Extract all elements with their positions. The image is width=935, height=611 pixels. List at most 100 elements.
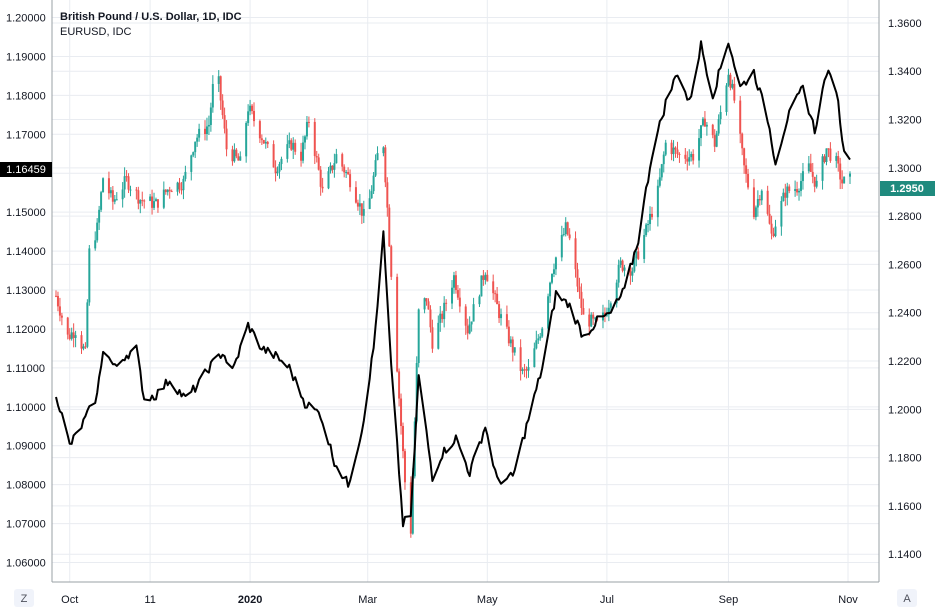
candle-up bbox=[727, 74, 730, 86]
candle-down bbox=[519, 347, 522, 371]
candle-down bbox=[458, 297, 461, 307]
candle-down bbox=[398, 371, 401, 399]
candle-down bbox=[576, 269, 579, 287]
candle-up bbox=[468, 324, 471, 334]
candle-down bbox=[403, 451, 406, 483]
right-tick-label: 1.1400 bbox=[888, 549, 922, 561]
time-scale[interactable]: Oct 11 2020 Mar May Jul Sep Nov bbox=[61, 594, 858, 606]
candle-down bbox=[758, 199, 761, 201]
candle-down bbox=[741, 133, 744, 149]
candle-up bbox=[153, 201, 156, 208]
left-price-scale[interactable]: 1.200001.190001.180001.170001.160001.150… bbox=[6, 13, 46, 570]
candle-up bbox=[535, 340, 538, 349]
candle-up bbox=[605, 314, 608, 316]
candle-down bbox=[360, 203, 363, 216]
eurusd-last-value: 1.16459 bbox=[6, 164, 46, 176]
candle-up bbox=[615, 282, 618, 304]
candle-up bbox=[372, 175, 375, 192]
gbpusd-last-value: 1.2950 bbox=[890, 183, 924, 195]
candle-up bbox=[590, 314, 593, 327]
candle-up bbox=[560, 235, 563, 258]
candle-up bbox=[196, 137, 199, 142]
candle-up bbox=[207, 124, 210, 127]
auto-scale-button-background[interactable] bbox=[897, 589, 917, 607]
left-tick-label: 1.15000 bbox=[6, 207, 46, 219]
candle-down bbox=[300, 151, 303, 161]
eurusd-tag-background bbox=[0, 162, 52, 177]
candle-up bbox=[672, 147, 675, 155]
candle-up bbox=[217, 76, 220, 84]
candle-down bbox=[60, 315, 63, 318]
candle-down bbox=[127, 176, 130, 190]
candle-up bbox=[192, 152, 195, 156]
candle-down bbox=[670, 142, 673, 155]
candle-down bbox=[203, 128, 206, 135]
candle-down bbox=[686, 158, 689, 162]
chart-title: British Pound / U.S. Dollar, 1D, IDC bbox=[60, 11, 242, 23]
candle-up bbox=[647, 224, 650, 226]
candle-down bbox=[752, 187, 755, 218]
right-price-scale[interactable]: 1.3600 1.3400 1.3200 1.3000 1.2800 1.2600 1.24… bbox=[888, 18, 922, 561]
candle-down bbox=[486, 274, 489, 282]
candle-down bbox=[770, 223, 773, 234]
candle-down bbox=[400, 398, 403, 427]
candle-up bbox=[521, 369, 524, 371]
candle-down bbox=[384, 147, 387, 183]
zoom-button-label[interactable]: Z bbox=[21, 593, 28, 605]
candle-up bbox=[278, 164, 281, 172]
candle-down bbox=[356, 202, 359, 207]
candle-down bbox=[492, 281, 495, 294]
right-tick-label: 1.3000 bbox=[888, 163, 922, 175]
candle-up bbox=[623, 267, 626, 271]
candle-down bbox=[827, 148, 830, 150]
auto-scale-button-label[interactable]: A bbox=[903, 593, 911, 605]
candle-down bbox=[347, 172, 350, 175]
axes bbox=[51, 0, 880, 583]
candle-down bbox=[231, 149, 234, 162]
candle-up bbox=[619, 260, 622, 265]
candle-down bbox=[511, 339, 514, 353]
candle-up bbox=[123, 176, 126, 190]
zoom-button-background[interactable] bbox=[14, 589, 34, 607]
candle-up bbox=[551, 273, 554, 283]
candle-up bbox=[154, 199, 157, 202]
candle-up bbox=[484, 274, 487, 280]
candle-up bbox=[190, 155, 193, 172]
candle-up bbox=[437, 322, 440, 349]
candle-up bbox=[376, 153, 379, 161]
candle-down bbox=[58, 306, 61, 316]
candle-up bbox=[194, 141, 197, 153]
right-tick-label: 1.1800 bbox=[888, 453, 922, 465]
candle-up bbox=[176, 182, 179, 192]
candle-up bbox=[552, 269, 555, 274]
candle-down bbox=[813, 176, 816, 187]
candle-up bbox=[547, 296, 550, 329]
left-tick-label: 1.14000 bbox=[6, 246, 46, 258]
time-tick-label: 2020 bbox=[238, 594, 262, 606]
candle-up bbox=[562, 234, 565, 236]
scale-mode-button-left[interactable]: Z bbox=[14, 589, 34, 607]
overlay-symbol-label: EURUSD, IDC bbox=[60, 26, 132, 38]
candle-up bbox=[345, 172, 348, 174]
candle-down bbox=[574, 238, 577, 270]
candle-up bbox=[302, 142, 305, 161]
candle-down bbox=[592, 314, 595, 319]
right-tick-label: 1.3600 bbox=[888, 18, 922, 30]
candle-up bbox=[513, 347, 516, 353]
candle-up bbox=[329, 165, 332, 172]
candle-up bbox=[74, 335, 77, 338]
candle-down bbox=[454, 275, 457, 291]
candle-up bbox=[233, 149, 236, 162]
candle-down bbox=[568, 234, 571, 239]
gbpusd-tag-background bbox=[880, 181, 935, 196]
candle-up bbox=[658, 177, 661, 186]
candle-down bbox=[315, 156, 318, 158]
scale-mode-button-right[interactable]: A bbox=[897, 589, 917, 607]
candle-up bbox=[182, 178, 185, 191]
candle-down bbox=[811, 171, 814, 177]
time-tick-label: Sep bbox=[719, 594, 739, 606]
candle-up bbox=[843, 176, 846, 184]
candle-down bbox=[747, 173, 750, 188]
